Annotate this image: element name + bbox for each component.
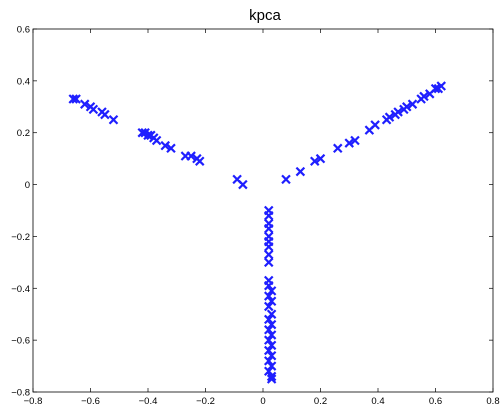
scatter-point [88,104,99,115]
x-tick-label: 0.6 [429,396,442,407]
scatter-point [263,249,274,260]
scatter-point [315,153,326,164]
scatter-point [401,102,412,112]
x-tick-label: −0.2 [196,396,215,407]
scatter-point [108,114,119,125]
scatter-point [281,174,291,185]
scatter-point [266,361,277,371]
scatter-point [266,371,277,382]
scatter-point [263,301,274,312]
x-tick-label: −0.6 [81,396,100,407]
scatter-point [266,340,277,351]
scatter-point [436,81,447,91]
scatter-point [263,280,274,291]
scatter-point [295,166,306,177]
data-points [68,81,447,384]
scatter-point [370,120,380,130]
scatter-point [263,345,274,356]
scatter-point [266,350,277,361]
scatter-point [263,210,274,221]
y-tick-label: 0.2 [17,128,30,139]
scatter-point [194,156,205,166]
scatter-point [419,91,429,102]
x-tick-label: 0.4 [371,396,384,407]
scatter-point [266,296,277,307]
scatter-point [263,366,274,377]
y-tick-label: −0.4 [11,284,30,295]
scatter-point [350,135,360,146]
scatter-point [263,335,274,345]
scatter-point [309,156,320,166]
scatter-point [151,135,162,146]
scatter-point [166,143,176,154]
y-tick-label: −0.6 [11,336,30,347]
scatter-point [393,107,403,117]
scatter-point [100,109,110,120]
scatter-point [186,151,196,161]
scatter-point [266,319,277,330]
scatter-point [160,140,171,151]
chart-title: kpca [249,7,281,24]
scatter-point [263,291,274,301]
scatter-point [71,94,81,104]
scatter-point [407,99,418,109]
scatter-point [344,138,355,148]
y-tick-label: 0.4 [17,76,30,87]
scatter-point [238,179,248,190]
scatter-point [266,309,277,319]
y-tick-label: 0.6 [17,25,30,36]
scatter-point [266,330,277,340]
scatter-point [263,325,274,335]
scatter-point [263,314,274,325]
x-tick-label: 0.8 [486,396,499,407]
y-tick-label: −0.8 [11,388,30,399]
scatter-point [263,242,274,252]
scatter-point [384,112,395,122]
scatter-point [263,257,274,268]
scatter-point [266,374,277,384]
axis-ticks: −0.8 −0.6 −0.4 −0.2 0 0.2 0.4 0.6 0.8 −0.8 −0.6 −0.… [11,25,499,408]
scatter-point [266,286,277,296]
x-tick-label: 0 [260,396,265,407]
scatter-point [332,143,343,154]
x-tick-label: −0.8 [24,396,43,407]
y-tick-label: −0.2 [11,232,30,243]
y-tick-label: 0 [25,180,30,191]
scatter-point [79,99,90,109]
x-tick-label: −0.4 [139,396,158,407]
plot-area [32,28,494,393]
scatter-point [263,223,274,234]
x-tick-label: 0.2 [314,396,327,407]
scatter-point [263,356,274,366]
